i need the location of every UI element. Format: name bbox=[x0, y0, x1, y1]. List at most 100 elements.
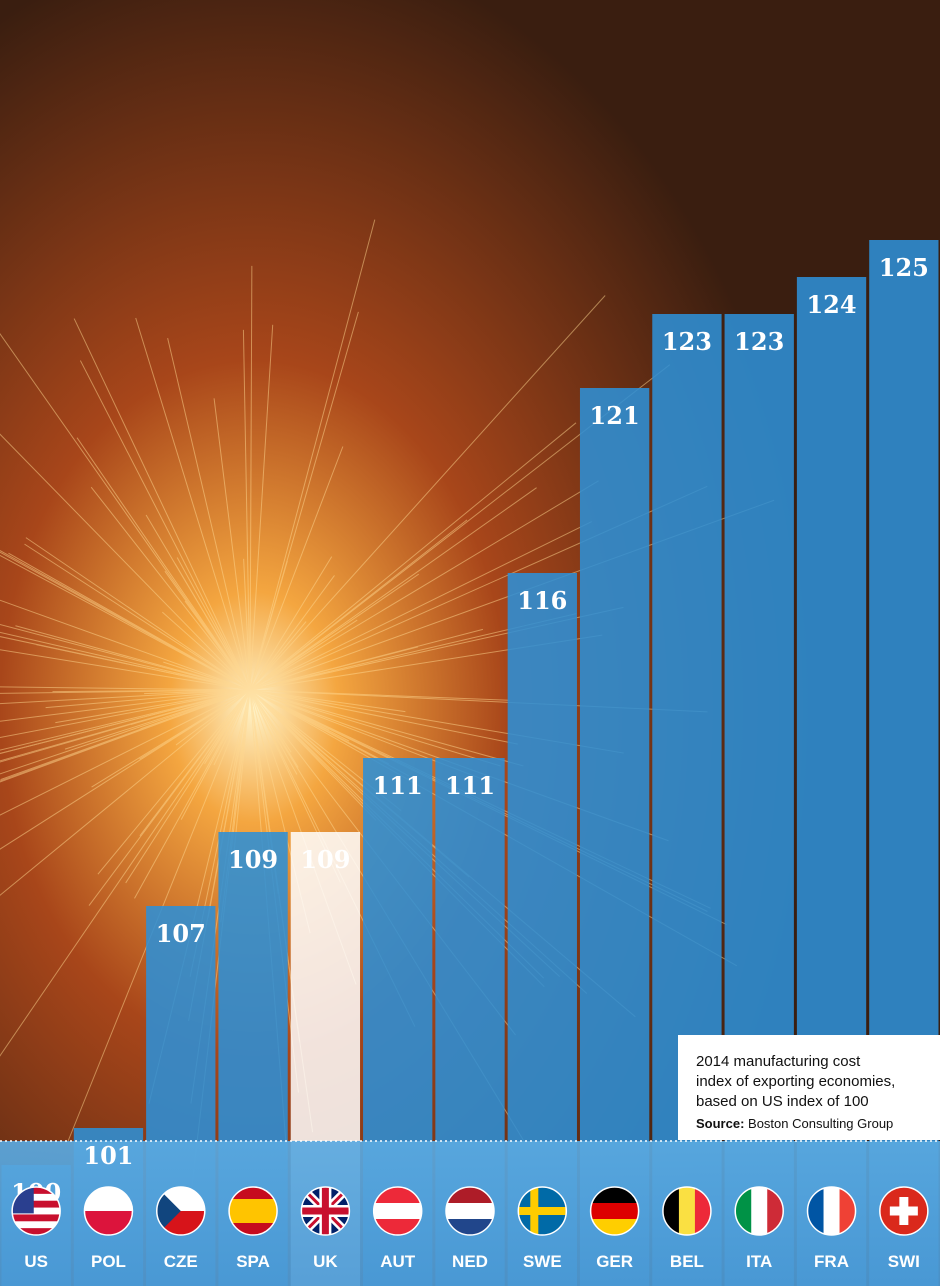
value-label: 111 bbox=[373, 771, 423, 800]
flag-stripe bbox=[12, 1187, 61, 1195]
flag-stripe bbox=[446, 1187, 494, 1204]
spark bbox=[0, 689, 251, 816]
spark bbox=[0, 689, 251, 762]
spark bbox=[249, 487, 537, 691]
flag-stripe bbox=[373, 1187, 422, 1204]
flag-stripe bbox=[823, 1187, 841, 1235]
category-label: SWI bbox=[888, 1252, 920, 1271]
spark bbox=[249, 628, 484, 691]
value-label: 121 bbox=[590, 401, 640, 430]
flag-stripe bbox=[373, 1203, 422, 1220]
note-line: 2014 manufacturing cost bbox=[696, 1053, 861, 1070]
category-label: SWE bbox=[523, 1252, 562, 1271]
spark bbox=[36, 644, 251, 691]
spark bbox=[213, 398, 251, 691]
spark bbox=[25, 537, 251, 691]
spark bbox=[0, 689, 251, 896]
flag-stripe bbox=[807, 1187, 825, 1235]
category-label: NED bbox=[452, 1252, 488, 1271]
flag-stripe bbox=[229, 1211, 278, 1224]
flag-stripe bbox=[446, 1203, 494, 1220]
spark bbox=[45, 689, 251, 709]
flag-rim bbox=[517, 1186, 568, 1236]
flag-stripe bbox=[12, 1193, 61, 1202]
spark bbox=[97, 689, 251, 875]
value-label: 109 bbox=[228, 845, 278, 874]
flag bbox=[11, 1186, 61, 1236]
value-label: 111 bbox=[445, 771, 495, 800]
spark bbox=[0, 433, 251, 691]
spark bbox=[162, 611, 251, 691]
spark bbox=[0, 689, 251, 738]
category-label: ITA bbox=[746, 1252, 772, 1271]
spark bbox=[0, 631, 251, 691]
note-box: 2014 manufacturing cost index of exporti… bbox=[678, 1035, 940, 1140]
flag-stripe bbox=[12, 1228, 61, 1235]
category-label: CZE bbox=[164, 1252, 198, 1271]
value-label: 124 bbox=[806, 290, 856, 319]
spark bbox=[249, 689, 298, 775]
spark bbox=[0, 332, 251, 691]
source: Source: Boston Consulting Group bbox=[696, 1116, 893, 1131]
spark bbox=[0, 689, 251, 850]
spark bbox=[249, 575, 335, 691]
spark bbox=[140, 689, 251, 730]
spark bbox=[0, 689, 251, 705]
spark bbox=[249, 689, 406, 713]
spark bbox=[167, 337, 251, 691]
category-label: BEL bbox=[670, 1252, 704, 1271]
spark bbox=[0, 689, 251, 751]
spark bbox=[0, 549, 251, 691]
flag bbox=[372, 1186, 423, 1236]
spark bbox=[76, 437, 251, 691]
flag-stripe bbox=[229, 1199, 278, 1212]
spark bbox=[0, 689, 251, 722]
category-label: UK bbox=[313, 1252, 338, 1271]
spark bbox=[176, 557, 251, 691]
bar bbox=[652, 314, 722, 1286]
spark bbox=[0, 689, 251, 755]
flag-body bbox=[590, 1187, 639, 1235]
flag-rim bbox=[372, 1186, 423, 1236]
flag-rim bbox=[83, 1186, 134, 1236]
spark bbox=[91, 689, 251, 788]
spark bbox=[249, 521, 592, 691]
flag bbox=[83, 1186, 134, 1236]
flag-cross bbox=[889, 1206, 918, 1216]
spark bbox=[24, 543, 251, 691]
source-name: Boston Consulting Group bbox=[748, 1116, 893, 1131]
flag bbox=[734, 1186, 784, 1236]
spark bbox=[249, 295, 606, 691]
spark bbox=[163, 661, 251, 691]
flag bbox=[300, 1186, 351, 1236]
spark bbox=[0, 686, 251, 691]
flag-cross bbox=[518, 1207, 567, 1215]
flag bbox=[879, 1186, 929, 1236]
flag-body bbox=[301, 1187, 350, 1235]
spark bbox=[0, 689, 251, 775]
spark bbox=[55, 689, 251, 724]
category-label: FRA bbox=[814, 1252, 849, 1271]
flag-stripe bbox=[735, 1187, 752, 1235]
category-label: US bbox=[24, 1252, 48, 1271]
spark bbox=[0, 554, 251, 691]
flag-rim bbox=[589, 1186, 640, 1236]
spark bbox=[242, 329, 251, 691]
value-label: 125 bbox=[879, 253, 929, 282]
flag-stripe bbox=[662, 1187, 680, 1235]
spark bbox=[249, 265, 253, 691]
value-label: 109 bbox=[300, 845, 350, 874]
category-label: GER bbox=[596, 1252, 633, 1271]
flag bbox=[517, 1186, 568, 1236]
flag-rim bbox=[228, 1186, 278, 1236]
spark bbox=[0, 689, 251, 1057]
spark bbox=[90, 486, 251, 691]
spark bbox=[79, 360, 251, 691]
flag-rim bbox=[879, 1186, 929, 1236]
flag-stripe bbox=[12, 1207, 61, 1215]
spark bbox=[249, 324, 274, 691]
flag-stripe bbox=[751, 1187, 768, 1235]
note-line: index of exporting economies, bbox=[696, 1073, 895, 1090]
value-label: 123 bbox=[662, 327, 712, 356]
